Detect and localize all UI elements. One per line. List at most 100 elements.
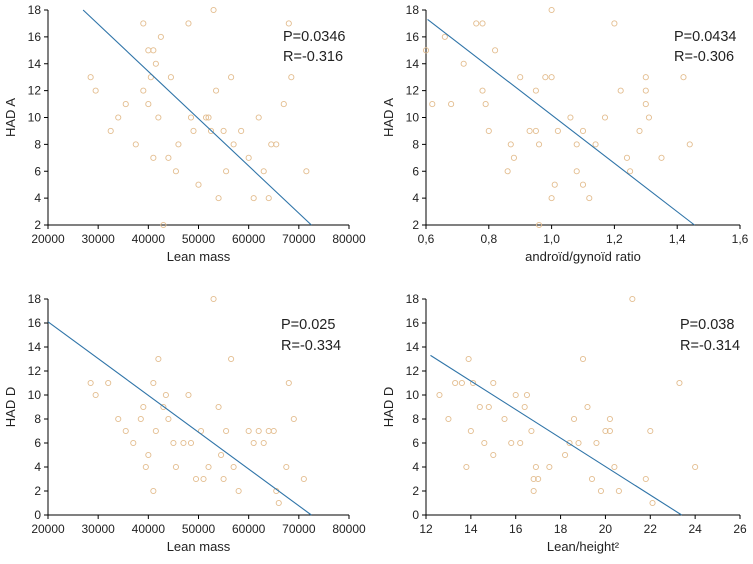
data-point <box>532 127 539 134</box>
data-point <box>602 427 609 435</box>
data-point <box>470 379 477 387</box>
data-point <box>238 127 245 134</box>
y-tick-label: 12 <box>406 84 420 98</box>
y-tick-label: 6 <box>412 164 419 178</box>
x-tick-label: 14 <box>464 522 478 536</box>
data-point <box>548 74 555 81</box>
data-point <box>593 439 600 447</box>
data-point <box>535 221 543 229</box>
data-point <box>481 439 488 447</box>
data-point <box>566 439 573 447</box>
x-tick-label: 70000 <box>282 232 316 246</box>
x-axis-label: androïd/gynoïd ratio <box>525 249 641 264</box>
data-point <box>507 141 514 148</box>
data-point <box>473 20 480 27</box>
y-axis-label: HAD D <box>3 387 18 427</box>
data-point <box>172 463 179 471</box>
data-point <box>172 168 179 175</box>
x-tick-label: 20 <box>599 522 613 536</box>
data-point <box>554 127 561 134</box>
data-point <box>150 154 157 161</box>
data-point <box>145 101 152 108</box>
data-point <box>162 391 169 399</box>
data-point <box>260 439 267 447</box>
chart-lean-mass-hadd: 0 2 4 6 8 10 12 14 16 18 20000 30000 40000 50000 60000… <box>3 292 366 554</box>
data-point <box>87 379 94 387</box>
data-point <box>265 427 272 435</box>
data-point <box>501 415 508 423</box>
data-point <box>528 427 535 435</box>
data-point <box>592 141 599 148</box>
data-point <box>280 101 287 108</box>
p-value-annotation: P=0.0346 <box>283 29 346 45</box>
data-point <box>627 168 634 175</box>
y-tick-label: 12 <box>28 84 42 98</box>
y-tick-label: 10 <box>406 388 420 402</box>
x-tick-label: 24 <box>688 522 702 536</box>
y-tick-label: 0 <box>412 508 419 522</box>
x-axis-label: Lean mass <box>167 539 231 554</box>
data-point <box>504 168 511 175</box>
data-point <box>658 154 665 161</box>
data-point <box>140 87 147 94</box>
y-tick-label: 14 <box>28 57 42 71</box>
data-point <box>170 439 177 447</box>
data-point <box>422 47 430 54</box>
y-tick-label: 4 <box>412 460 419 474</box>
data-point <box>228 355 235 363</box>
data-point <box>205 463 212 471</box>
y-tick-label: 8 <box>412 412 419 426</box>
data-point <box>686 141 693 148</box>
regression-line <box>430 354 682 516</box>
data-point <box>606 415 613 423</box>
data-point <box>680 74 687 81</box>
p-value-annotation: P=0.038 <box>680 317 734 333</box>
data-point <box>551 181 558 188</box>
data-point <box>235 487 242 495</box>
data-point <box>535 475 542 483</box>
data-point <box>482 101 489 108</box>
y-tick-label: 12 <box>406 364 420 378</box>
data-point <box>285 20 292 27</box>
y-axis-label: HAD A <box>381 98 396 137</box>
data-point <box>573 168 580 175</box>
data-point <box>142 463 149 471</box>
data-point <box>490 451 497 459</box>
y-tick-label: 16 <box>28 316 42 330</box>
data-point <box>130 439 137 447</box>
data-point <box>205 114 212 121</box>
data-point <box>175 141 182 148</box>
data-point <box>145 47 152 54</box>
data-point <box>187 114 195 121</box>
data-point <box>87 74 94 81</box>
data-point <box>479 20 486 27</box>
y-tick-label: 8 <box>34 412 41 426</box>
data-point <box>510 154 517 161</box>
data-point <box>649 499 656 507</box>
y-tick-label: 2 <box>412 218 419 232</box>
data-point <box>570 415 578 423</box>
y-tick-label: 14 <box>406 57 420 71</box>
data-point <box>615 487 622 495</box>
data-point <box>122 101 129 108</box>
p-value-annotation: P=0.025 <box>281 317 335 333</box>
y-tick-label: 14 <box>28 340 42 354</box>
y-tick-label: 2 <box>412 484 419 498</box>
x-tick-label: 40000 <box>132 232 166 246</box>
data-point <box>588 475 596 483</box>
data-point <box>260 168 267 175</box>
data-point <box>160 403 167 411</box>
data-point <box>448 101 455 108</box>
x-tick-label: 1,2 <box>606 232 623 246</box>
data-point <box>210 295 217 303</box>
data-point <box>180 439 187 447</box>
y-tick-label: 18 <box>28 3 42 17</box>
data-point <box>165 154 172 161</box>
data-point <box>611 463 618 471</box>
data-point <box>546 463 553 471</box>
data-point <box>530 475 537 483</box>
data-point <box>517 74 524 81</box>
y-tick-label: 18 <box>406 292 420 306</box>
